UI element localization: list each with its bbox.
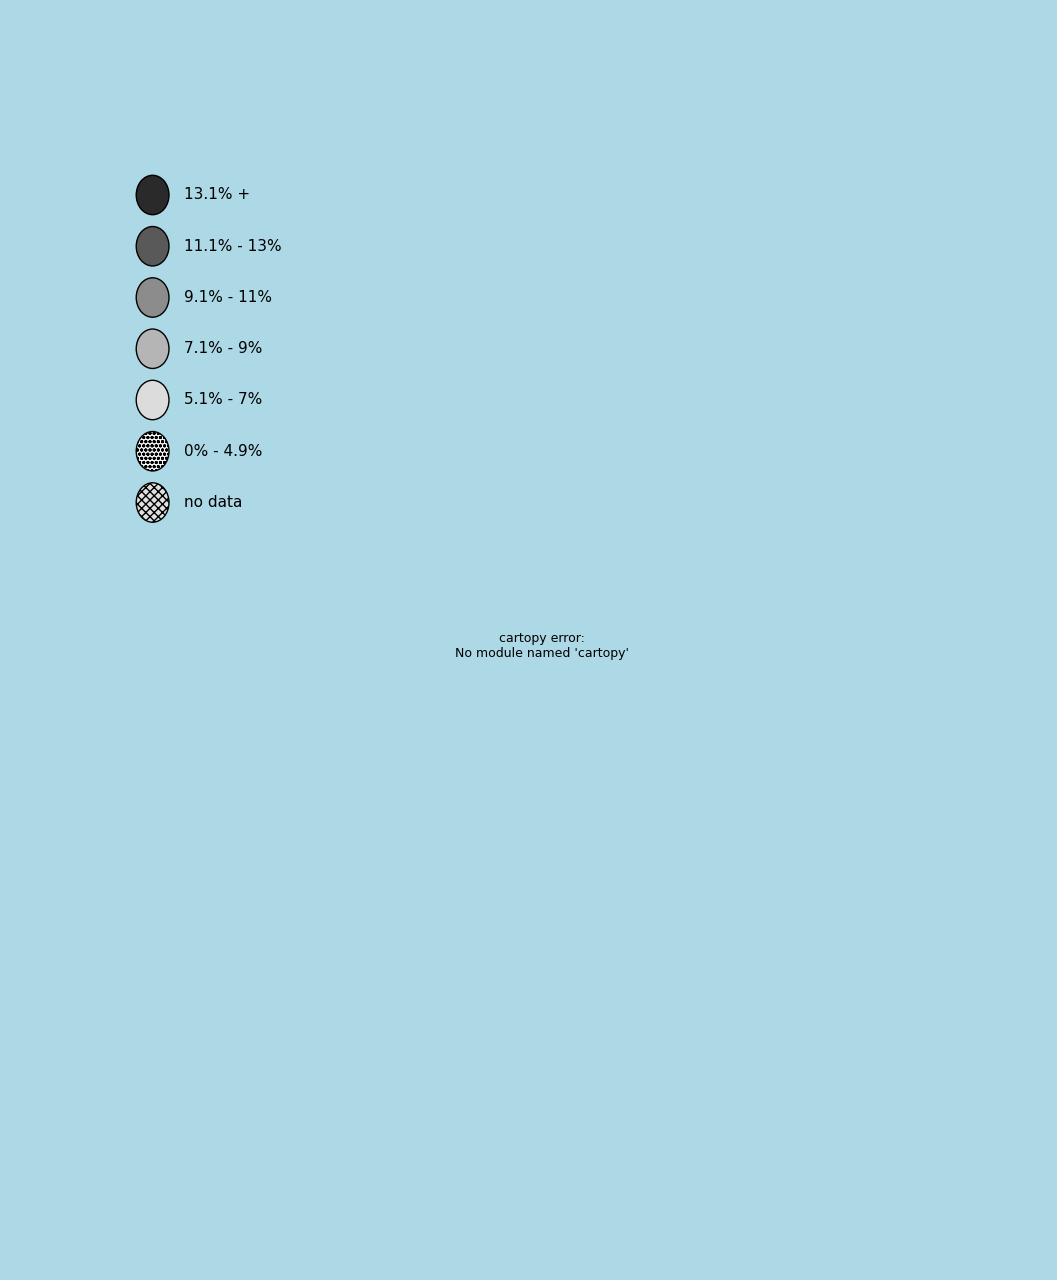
Text: 5.1% - 7%: 5.1% - 7% xyxy=(184,393,262,407)
Circle shape xyxy=(136,431,169,471)
Circle shape xyxy=(136,227,169,266)
Circle shape xyxy=(136,483,169,522)
Text: cartopy error:
No module named 'cartopy': cartopy error: No module named 'cartopy' xyxy=(455,632,629,660)
Text: 13.1% +: 13.1% + xyxy=(184,187,249,202)
Text: no data: no data xyxy=(184,495,242,509)
Circle shape xyxy=(136,329,169,369)
Circle shape xyxy=(136,278,169,317)
Text: 9.1% - 11%: 9.1% - 11% xyxy=(184,291,272,305)
Text: 7.1% - 9%: 7.1% - 9% xyxy=(184,342,262,356)
Text: 0% - 4.9%: 0% - 4.9% xyxy=(184,444,262,458)
Circle shape xyxy=(136,380,169,420)
Circle shape xyxy=(136,175,169,215)
Text: 11.1% - 13%: 11.1% - 13% xyxy=(184,239,281,253)
